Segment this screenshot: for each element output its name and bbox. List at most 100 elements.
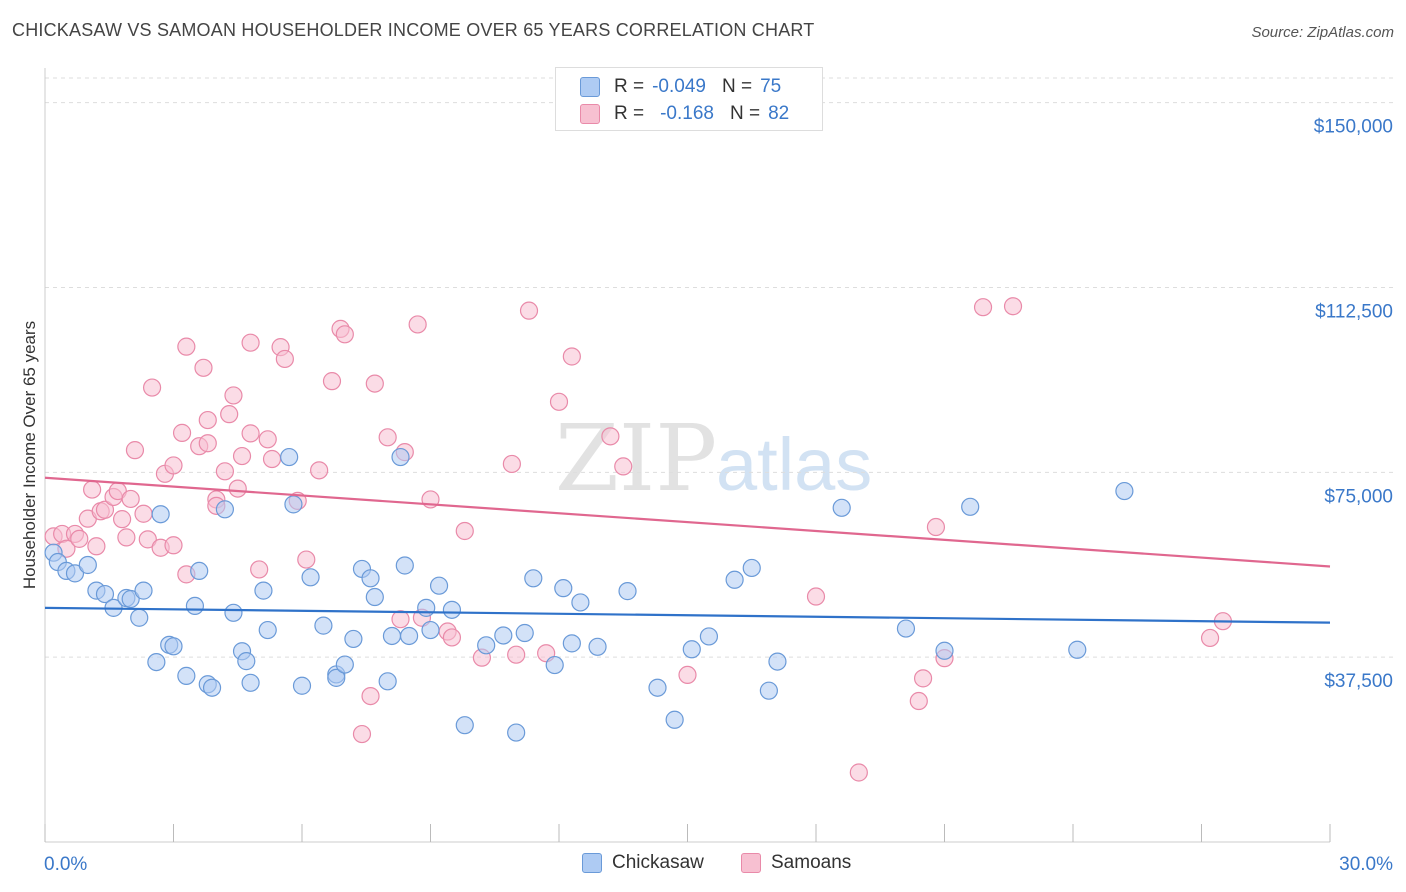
samoans-point: [250, 560, 269, 579]
legend-item-samoans: Samoans: [741, 852, 851, 874]
samoans-point: [232, 446, 252, 466]
chickasaw-point: [832, 498, 851, 517]
chickasaw-trend-line: [44, 606, 1331, 624]
chickasaw-point: [65, 564, 85, 583]
samoans-point: [335, 325, 354, 344]
chickasaw-point: [224, 603, 243, 622]
chickasaw-swatch: [580, 77, 600, 97]
samoans-trend-line: [44, 476, 1331, 568]
series-legend: Chickasaw Samoans: [0, 852, 1406, 876]
chickasaw-point: [507, 723, 526, 742]
samoans-point: [224, 386, 243, 405]
trend-lines: [44, 476, 1331, 624]
samoans-point: [172, 423, 192, 442]
chickasaw-point: [524, 569, 543, 588]
chickasaw-point: [554, 579, 573, 598]
legend-item-chickasaw: Chickasaw: [582, 852, 704, 874]
samoans-point: [507, 645, 526, 664]
chickasaw-point: [682, 640, 701, 659]
samoans-point: [361, 687, 380, 706]
legend-label: Chickasaw: [612, 852, 704, 873]
samoans-point: [352, 724, 372, 744]
samoans-point: [138, 530, 157, 549]
chickasaw-point: [130, 608, 149, 627]
chickasaw-point: [327, 668, 346, 687]
chickasaw-point: [314, 616, 333, 635]
chickasaw-point: [284, 495, 303, 514]
samoans-point: [83, 480, 102, 499]
chickasaw-point: [421, 620, 440, 640]
chickasaw-point: [121, 589, 140, 609]
samoans-point: [973, 298, 993, 317]
chickasaw-point: [562, 634, 581, 653]
chickasaw-point: [588, 637, 607, 656]
samoans-point: [194, 358, 213, 377]
chickasaw-point: [258, 620, 277, 640]
samoans-point: [502, 454, 521, 474]
r-value: -0.168: [660, 103, 714, 124]
samoans-point: [125, 441, 145, 460]
n-label: N =: [729, 103, 761, 124]
chickasaw-point: [134, 581, 153, 600]
chickasaw-point: [742, 558, 761, 578]
chickasaw-point: [1115, 481, 1134, 501]
chickasaw-point: [292, 676, 312, 695]
chickasaw-point: [429, 576, 449, 595]
samoans-point: [297, 550, 316, 569]
legend-row-samoans: R = -0.168 N = 82: [580, 102, 805, 126]
chickasaw-point: [361, 569, 380, 588]
chickasaw-point: [545, 655, 564, 675]
samoans-point: [455, 521, 474, 541]
chickasaw-point: [648, 678, 667, 697]
samoans-point: [519, 301, 539, 320]
legend-label: Samoans: [771, 852, 852, 873]
r-label: R =: [614, 76, 645, 97]
chickasaw-swatch: [582, 853, 602, 873]
samoans-point: [365, 374, 384, 393]
chickasaw-point: [237, 652, 256, 671]
chickasaw-point: [515, 623, 534, 643]
samoans-point: [164, 456, 183, 475]
chickasaw-point: [147, 652, 166, 672]
samoans-point: [442, 628, 462, 647]
samoans-point: [198, 410, 217, 430]
samoans-point: [408, 315, 427, 334]
chickasaw-point: [78, 555, 97, 575]
r-value: -0.049: [652, 76, 706, 97]
y-tick-label: $112,500: [1315, 301, 1393, 322]
chickasaw-point: [699, 627, 719, 646]
samoans-point: [806, 587, 826, 606]
chickasaw-point: [665, 710, 684, 729]
samoans-point: [177, 337, 196, 356]
samoans-point: [549, 392, 569, 411]
chickasaw-point: [378, 672, 397, 691]
samoans-point: [258, 430, 277, 449]
x-tick-label: 30.0%: [1339, 854, 1393, 875]
samoans-point: [926, 517, 946, 537]
chickasaw-point: [896, 619, 916, 638]
y-tick-label: $75,000: [1324, 486, 1393, 507]
legend-row-chickasaw: R = -0.049 N = 75: [580, 75, 797, 99]
samoans-swatch: [741, 853, 761, 873]
chickasaw-point: [241, 673, 260, 692]
chickasaw-point: [335, 655, 354, 674]
samoans-point: [87, 537, 106, 556]
samoans-points: [44, 297, 1233, 782]
samoans-point: [262, 449, 282, 469]
watermark-zip: ZIP: [555, 405, 717, 512]
chickasaw-point: [190, 561, 209, 581]
samoans-swatch: [580, 104, 600, 124]
samoans-point: [601, 427, 620, 446]
samoans-point: [198, 434, 217, 453]
samoans-point: [142, 378, 162, 397]
samoans-point: [112, 510, 132, 529]
n-value: 75: [760, 76, 782, 97]
samoans-point: [215, 462, 234, 481]
chickasaw-point: [725, 570, 744, 589]
axes: [44, 68, 1331, 843]
chickasaw-point: [494, 626, 513, 645]
samoans-point: [220, 405, 239, 424]
chickasaw-point: [935, 641, 954, 660]
y-tick-label: $37,500: [1324, 671, 1393, 692]
